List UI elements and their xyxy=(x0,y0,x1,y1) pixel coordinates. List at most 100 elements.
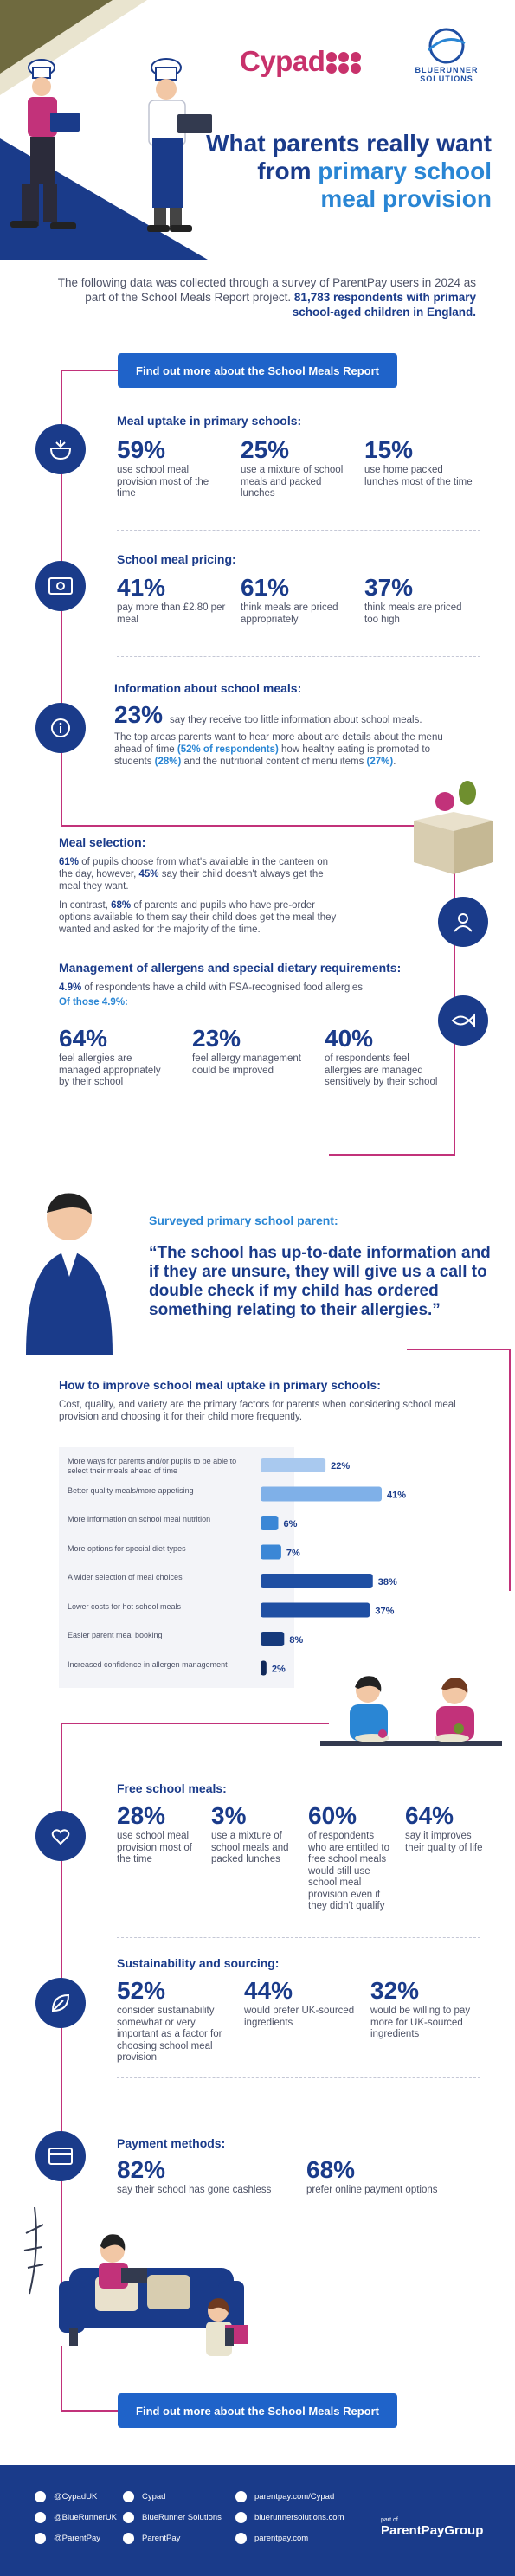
linkedin-icon xyxy=(123,2512,134,2523)
stat-label: use home packed lunches most of the time xyxy=(364,465,473,487)
free-meals-section: Free school meals: xyxy=(117,1781,480,1802)
header: Cypad BLUERUNNER SOLUTIONS What parents … xyxy=(0,0,515,260)
footer-social-twitter-parentpay[interactable]: @ParentPay xyxy=(35,2533,100,2544)
bar-value-label: 8% xyxy=(289,1635,303,1645)
footer-website-bluerunner[interactable]: bluerunnersolutions.com xyxy=(235,2512,344,2523)
section-title: School meal pricing: xyxy=(117,552,236,566)
stat-label: say they receive too little information … xyxy=(170,715,422,725)
bar xyxy=(261,1632,285,1646)
social-icon xyxy=(35,2491,46,2502)
stat-meal-uptake-3: 15% use home packed lunches most of the … xyxy=(364,437,477,488)
bar-category-label: A wider selection of meal choices xyxy=(68,1573,183,1581)
footer-linkedin-bluerunner[interactable]: BlueRunner Solutions xyxy=(123,2512,222,2523)
bar-category-label: More ways for parents and/or pupils to b… xyxy=(68,1457,237,1475)
stat-sustainability-3: 32% would be willing to pay more for UK-… xyxy=(370,1978,487,2041)
connector-line xyxy=(61,825,424,827)
stat-sustainability-1: 52% consider sustainability somewhat or … xyxy=(117,1978,238,2064)
stat-pricing-2: 61% think meals are priced appropriately xyxy=(241,575,353,626)
children-eating-illustration xyxy=(320,1676,502,1746)
stat-value: 60% xyxy=(308,1802,357,1829)
linkedin-icon xyxy=(123,2533,134,2544)
bar-value-label: 41% xyxy=(387,1491,406,1501)
stat-value: 61% xyxy=(241,574,290,601)
bar xyxy=(261,1516,279,1530)
waiter-illustration xyxy=(10,59,80,229)
bar xyxy=(261,1486,382,1502)
bar xyxy=(261,1660,267,1676)
stat-value: 41% xyxy=(117,574,166,601)
stat-value: 82% xyxy=(117,2156,166,2183)
footer-linkedin-cypad[interactable]: Cypad xyxy=(123,2491,165,2502)
information-section: Information about school meals: 23% say … xyxy=(114,681,460,768)
bar-value-label: 6% xyxy=(283,1519,297,1530)
stat-label: use a mixture of school meals and packed… xyxy=(241,465,344,499)
stat-label: prefer online payment options xyxy=(306,2185,438,2195)
page-title-highlight: primary school meal provision xyxy=(318,158,492,212)
selection-paragraph-2: In contrast, 68% of parents and pupils w… xyxy=(59,900,337,935)
stat-label: pay more than £2.80 per meal xyxy=(117,602,226,625)
divider xyxy=(117,530,480,531)
stat-meal-uptake-2: 25% use a mixture of school meals and pa… xyxy=(241,437,353,500)
leaf-icon xyxy=(35,1978,86,2028)
meal-selection-section: Meal selection: 61% of pupils choose fro… xyxy=(59,835,344,936)
intro-text: The following data was collected through… xyxy=(52,275,476,319)
brand-small-text: part of xyxy=(381,2517,398,2523)
bar-value-label: 37% xyxy=(375,1607,394,1617)
stat-label: say their school has gone cashless xyxy=(117,2185,272,2195)
find-out-more-button-bottom[interactable]: Find out more about the School Meals Rep… xyxy=(118,2393,397,2428)
page-title: What parents really want from primary sc… xyxy=(206,130,492,213)
bar-value-label: 7% xyxy=(286,1549,300,1559)
family-reading-illustration xyxy=(23,2206,248,2356)
stat-allergens-1: 64% feel allergies are managed appropria… xyxy=(59,1026,171,1089)
card-payment-icon xyxy=(35,2131,86,2181)
stat-value: 23% xyxy=(192,1025,241,1052)
quote-label: Surveyed primary school parent: xyxy=(149,1214,338,1227)
stat-label: feel allergies are managed appropriately… xyxy=(59,1053,161,1087)
pricing-section: School meal pricing: xyxy=(117,552,480,573)
find-out-more-button[interactable]: Find out more about the School Meals Rep… xyxy=(118,353,397,388)
stat-value: 25% xyxy=(241,436,290,463)
stat-free-meals-1: 28% use school meal provision most of th… xyxy=(117,1803,203,1866)
connector-line xyxy=(509,1349,511,1591)
stat-label: use school meal provision most of the ti… xyxy=(117,1831,192,1864)
section-title: Information about school meals: xyxy=(114,681,302,695)
footer-social-twitter-cypad[interactable]: @CypadUK xyxy=(35,2491,97,2502)
information-body: The top areas parents want to hear more … xyxy=(114,732,443,767)
bar-category-label: Lower costs for hot school meals xyxy=(68,1601,182,1611)
footer-website-parentpay[interactable]: parentpay.com xyxy=(235,2533,308,2544)
chef-illustration xyxy=(147,58,212,232)
stat-label: use school meal provision most of the ti… xyxy=(117,465,209,499)
bluerunner-logo-mark xyxy=(427,28,466,64)
footer-website-cypad[interactable]: parentpay.com/Cypad xyxy=(235,2491,334,2502)
bar xyxy=(261,1574,373,1588)
intro-bold: 81,783 respondents with primary school-a… xyxy=(292,291,476,319)
stat-allergens-2: 23% feel allergy management could be imp… xyxy=(192,1026,305,1077)
allergens-intro: 4.9% of respondents have a child with FS… xyxy=(59,982,363,993)
page-title-text: What parents really want from xyxy=(206,130,492,184)
stat-label: say it improves their quality of life xyxy=(405,1831,483,1853)
brand-name: ParentPayGroup xyxy=(381,2523,484,2538)
stat-label: of respondents feel allergies are manage… xyxy=(325,1053,438,1087)
stat-value: 40% xyxy=(325,1025,374,1052)
connector-line xyxy=(61,2410,118,2412)
parent-quote: “The school has up-to-date information a… xyxy=(149,1244,491,1319)
section-title: Sustainability and sourcing: xyxy=(117,1956,280,1970)
globe-icon xyxy=(235,2512,247,2523)
stat-sustainability-2: 44% would prefer UK-sourced ingredients xyxy=(244,1978,365,2029)
parentpay-group-logo: part of ParentPayGroup xyxy=(381,2517,483,2539)
cypad-logo-mark xyxy=(326,52,361,74)
stat-label: of respondents who are entitled to free … xyxy=(308,1831,389,1911)
social-icon xyxy=(35,2512,46,2523)
info-icon xyxy=(35,703,86,753)
intro-plain: The following data was collected through… xyxy=(57,276,476,304)
money-icon xyxy=(35,561,86,611)
footer-linkedin-parentpay[interactable]: ParentPay xyxy=(123,2533,180,2544)
stat-value: 3% xyxy=(211,1802,247,1829)
footer-social-twitter-bluerunner[interactable]: @BlueRunnerUK xyxy=(35,2512,117,2523)
bar-category-label: More options for special diet types xyxy=(68,1543,186,1553)
connector-line xyxy=(61,2346,62,2411)
improve-section: How to improve school meal uptake in pri… xyxy=(59,1378,466,1423)
stat-value: 59% xyxy=(117,436,166,463)
